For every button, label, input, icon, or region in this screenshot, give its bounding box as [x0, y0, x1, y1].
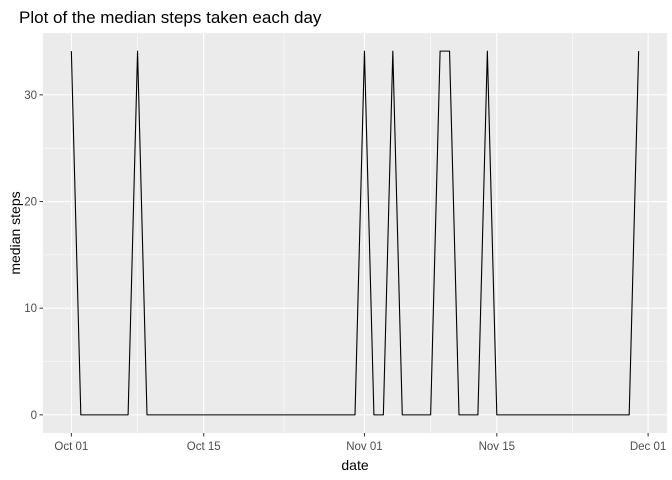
y-tick-label: 20 [24, 197, 37, 209]
minor-gridlines [43, 33, 667, 433]
plot-panel [43, 33, 667, 433]
series-layer [70, 50, 640, 416]
x-tick-label: Oct 01 [54, 441, 88, 453]
y-axis: 0 10 20 30 [24, 90, 43, 422]
x-axis: Oct 01 Oct 15 Nov 01 Nov 15 Dec 01 [54, 433, 666, 453]
x-axis-title: date [341, 457, 368, 473]
chart-title: Plot of the median steps taken each day [19, 8, 322, 27]
series-line [70, 50, 640, 416]
x-tick-label: Nov 01 [346, 441, 382, 453]
x-tick-label: Nov 15 [479, 441, 515, 453]
y-tick-label: 30 [24, 90, 37, 102]
y-axis-title: median steps [7, 191, 23, 274]
y-tick-label: 0 [31, 410, 37, 422]
x-tick-label: Dec 01 [630, 441, 666, 453]
x-tick-label: Oct 15 [187, 441, 221, 453]
y-tick-label: 10 [24, 303, 37, 315]
